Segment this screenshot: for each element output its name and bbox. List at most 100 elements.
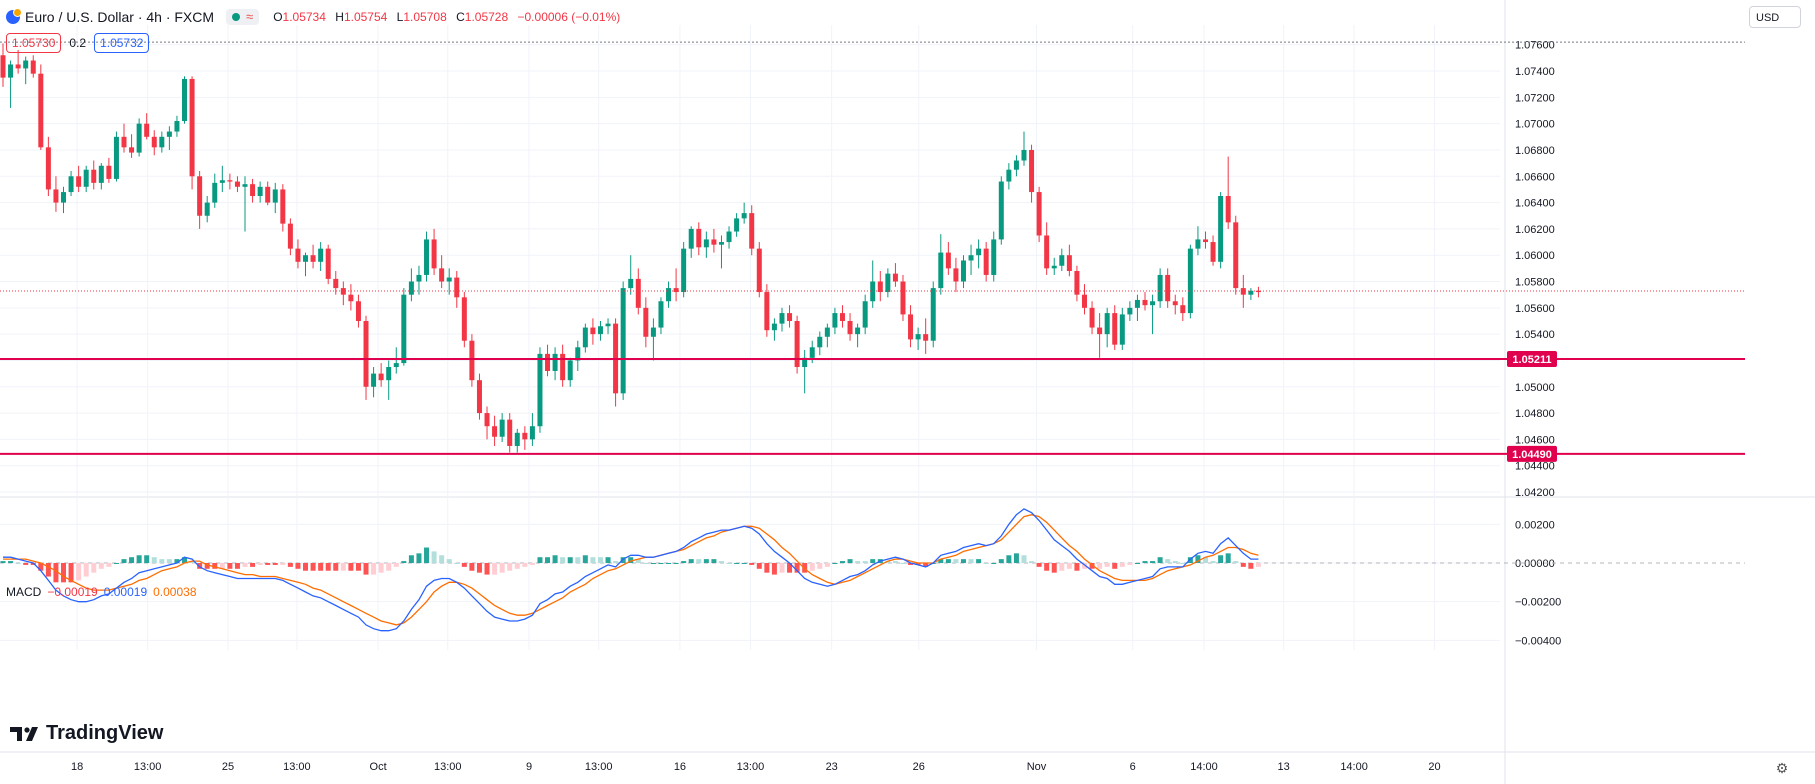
macd-histogram-bar xyxy=(960,559,966,563)
price-tick-label: 1.05000 xyxy=(1515,382,1555,394)
candle-body xyxy=(635,278,641,308)
macd-histogram-bar xyxy=(1097,563,1103,569)
candle-body xyxy=(340,288,346,295)
candle-body xyxy=(355,301,361,321)
buy-button[interactable]: 1.05732 xyxy=(94,33,150,53)
candle-body xyxy=(1074,270,1080,295)
macd-histogram-bar xyxy=(575,557,581,563)
candle-body xyxy=(802,357,808,368)
macd-histogram-bar xyxy=(529,563,535,565)
candle-body xyxy=(61,192,67,203)
candle-body xyxy=(862,301,868,328)
candle-body xyxy=(1097,327,1103,335)
macd-histogram-bar xyxy=(1074,563,1080,571)
level-price-tag xyxy=(1507,445,1557,462)
candle-body xyxy=(174,121,180,132)
candle-body xyxy=(1172,301,1178,306)
macd-histogram-bar xyxy=(83,563,89,577)
price-tick-label: 1.04600 xyxy=(1515,434,1555,446)
macd-histogram-bar xyxy=(567,557,573,563)
macd-histogram-bar xyxy=(371,563,377,575)
candle-body xyxy=(1233,222,1239,289)
macd-histogram-bar xyxy=(635,559,641,563)
sell-button[interactable]: 1.05730 xyxy=(6,33,62,53)
macd-histogram-bar xyxy=(1036,563,1042,567)
macd-histogram-bar xyxy=(424,547,430,563)
macd-histogram-bar xyxy=(1187,557,1193,563)
macd-histogram-bar xyxy=(1081,563,1087,569)
macd-histogram-bar xyxy=(1089,563,1095,569)
price-tick-label: 1.07400 xyxy=(1515,66,1555,78)
candle-body xyxy=(711,239,717,245)
macd-histogram-bar xyxy=(976,559,982,563)
candle-body xyxy=(1051,265,1057,269)
macd-histogram-bar xyxy=(363,563,369,575)
macd-line xyxy=(3,508,1259,632)
candle-body xyxy=(454,277,460,298)
candle-body xyxy=(885,273,891,293)
macd-histogram-bar xyxy=(1172,561,1178,563)
macd-histogram-bar xyxy=(439,555,445,563)
price-tick-label: 1.04800 xyxy=(1515,408,1555,420)
tradingview-logo[interactable]: TradingView xyxy=(10,722,163,745)
macd-histogram-bar xyxy=(771,563,777,575)
candle-body xyxy=(923,334,929,341)
candle-body xyxy=(1044,235,1050,269)
macd-histogram-bar xyxy=(681,561,687,563)
candle-body xyxy=(1225,196,1231,223)
macd-histogram-bar xyxy=(1104,563,1110,567)
candle-body xyxy=(325,248,331,279)
indicator-wave-icon: ≈ xyxy=(246,9,254,24)
candle-body xyxy=(401,294,407,364)
candle-body xyxy=(431,239,437,269)
symbol-title[interactable]: Euro / U.S. Dollar · 4h · FXCM xyxy=(25,9,215,25)
candle-body xyxy=(817,336,823,348)
candle-body xyxy=(855,327,861,335)
candle-body xyxy=(76,176,82,187)
candle-body xyxy=(129,147,135,153)
time-tick-label: 13:00 xyxy=(737,761,765,773)
price-tick-label: 1.07200 xyxy=(1515,92,1555,104)
market-status-pill[interactable]: ≈ xyxy=(226,9,260,25)
macd-histogram-bar xyxy=(620,557,626,563)
macd-histogram-bar xyxy=(809,563,815,571)
macd-histogram-bar xyxy=(658,563,664,564)
price-tick-label: 1.04200 xyxy=(1515,487,1555,499)
currency-selector[interactable]: USD xyxy=(1749,6,1801,28)
price-change: −0.00006 (−0.01%) xyxy=(517,10,621,24)
time-tick-label: 14:00 xyxy=(1340,761,1368,773)
macd-histogram-bar xyxy=(1157,557,1163,563)
macd-histogram-bar xyxy=(23,563,29,565)
macd-histogram-bar xyxy=(718,561,724,563)
price-tick-label: 1.07600 xyxy=(1515,40,1555,52)
macd-histogram-bar xyxy=(938,559,944,563)
macd-histogram-bar xyxy=(325,563,331,571)
candle-body xyxy=(333,278,339,289)
candle-body xyxy=(227,180,233,182)
macd-histogram-bar xyxy=(106,563,112,567)
macd-histogram-bar xyxy=(711,559,717,563)
macd-histogram-bar xyxy=(476,563,482,573)
macd-histogram-bar xyxy=(1240,563,1246,567)
macd-histogram-bar xyxy=(303,563,309,571)
macd-histogram-bar xyxy=(1165,559,1171,563)
candle-body xyxy=(1006,169,1012,182)
candle-body xyxy=(726,231,732,243)
candle-body xyxy=(552,353,558,371)
candle-body xyxy=(378,373,384,381)
spread-label: 0.2 xyxy=(69,36,87,50)
candle-body xyxy=(1134,299,1140,308)
settings-gear-icon[interactable]: ⚙ xyxy=(1775,760,1789,776)
macd-histogram-bar xyxy=(30,563,36,565)
macd-legend[interactable]: MACD −0.00019 0.00019 0.00038 xyxy=(6,585,197,599)
macd-histogram-bar xyxy=(991,563,997,564)
candle-body xyxy=(1104,313,1110,335)
candle-body xyxy=(53,189,59,203)
time-tick-label: 16 xyxy=(674,761,686,773)
macd-tick-label: −0.00400 xyxy=(1515,635,1561,647)
macd-label: MACD xyxy=(6,585,42,599)
time-tick-label: Nov xyxy=(1027,761,1047,773)
macd-histogram-bar xyxy=(1029,561,1035,563)
macd-histogram-bar xyxy=(401,561,407,563)
